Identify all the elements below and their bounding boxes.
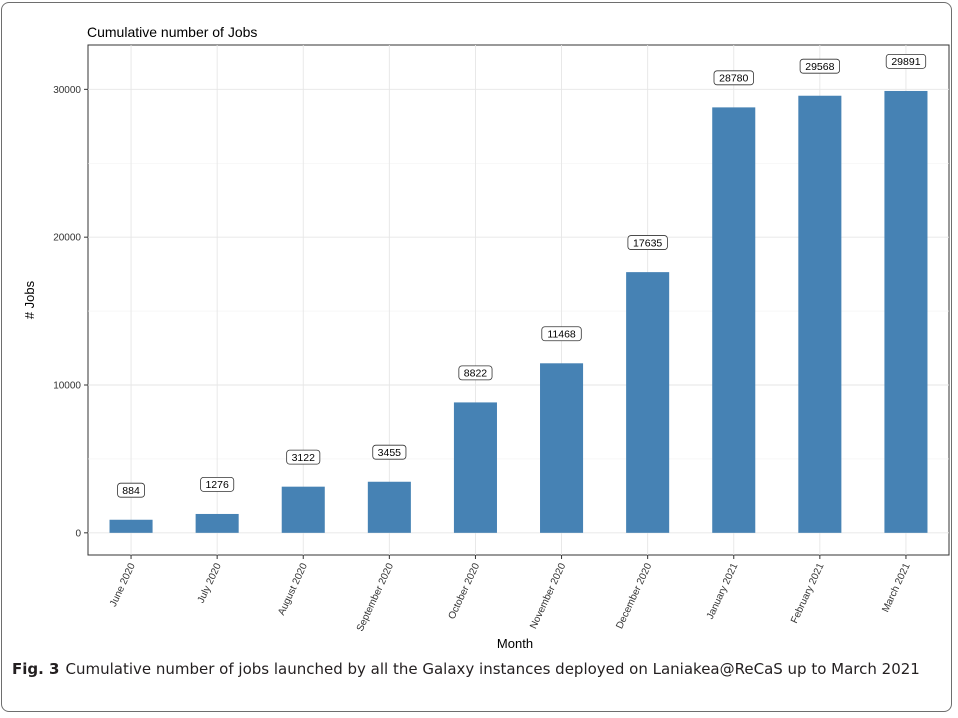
data-label-box bbox=[458, 365, 493, 381]
caption-label: Fig. 3 bbox=[12, 660, 60, 678]
data-label: 11468 bbox=[541, 326, 582, 342]
bar bbox=[195, 513, 239, 533]
y-axis: 0 10000 20000 30000 bbox=[53, 85, 88, 539]
y-tick-label: 30000 bbox=[53, 85, 81, 96]
bar bbox=[884, 90, 928, 533]
data-label-text: 1276 bbox=[205, 479, 229, 491]
x-axis-title: Month bbox=[497, 636, 533, 651]
data-label-box bbox=[885, 53, 927, 69]
data-label: 17635 bbox=[627, 235, 668, 250]
x-tick-label: March 2021 bbox=[880, 561, 912, 614]
y-tick-label: 10000 bbox=[53, 381, 81, 392]
x-tick-label: February 2021 bbox=[789, 561, 827, 625]
data-label-box bbox=[713, 70, 754, 86]
data-label: 28780 bbox=[713, 70, 754, 86]
data-label-text: 8822 bbox=[464, 368, 488, 380]
bar bbox=[281, 486, 325, 533]
data-label: 884 bbox=[117, 482, 145, 498]
x-tick-label: August 2020 bbox=[276, 561, 310, 617]
bar bbox=[109, 519, 153, 533]
data-label-box bbox=[372, 444, 407, 460]
x-tick-label: January 2021 bbox=[705, 561, 741, 621]
data-label-text: 11468 bbox=[547, 329, 576, 341]
x-axis: June 2020 July 2020 August 2020 September 2… bbox=[108, 555, 913, 633]
x-tick-label: September 2020 bbox=[355, 561, 396, 633]
data-label-box bbox=[200, 476, 235, 492]
data-label: 29568 bbox=[799, 58, 840, 74]
bar bbox=[798, 95, 842, 533]
data-label-text: 3455 bbox=[378, 447, 402, 459]
x-tick-label: December 2020 bbox=[614, 561, 654, 631]
bar-chart: Cumulative number of Jobs 884 1276 3122 345… bbox=[22, 24, 950, 651]
data-label-text: 17635 bbox=[633, 237, 662, 249]
data-label: 1276 bbox=[200, 476, 235, 492]
x-tick-label: July 2020 bbox=[196, 561, 224, 605]
chart-title: Cumulative number of Jobs bbox=[87, 24, 257, 40]
figure-caption: Fig. 3 Cumulative number of jobs launched… bbox=[12, 658, 942, 681]
bar bbox=[626, 272, 670, 533]
bar bbox=[540, 363, 584, 533]
data-label-box bbox=[627, 235, 668, 250]
data-label-text: 29568 bbox=[805, 61, 834, 73]
data-label-box bbox=[286, 449, 321, 465]
x-tick-label: June 2020 bbox=[108, 561, 138, 608]
data-label: 3122 bbox=[286, 449, 321, 465]
data-label-text: 29891 bbox=[891, 56, 920, 68]
data-label: 3455 bbox=[372, 444, 407, 460]
data-label: 8822 bbox=[458, 365, 493, 381]
data-label-text: 3122 bbox=[292, 452, 316, 464]
bar bbox=[367, 481, 411, 533]
data-label-text: 884 bbox=[122, 485, 140, 497]
data-label-box bbox=[541, 326, 582, 342]
data-label-box bbox=[799, 58, 840, 74]
x-tick-label: November 2020 bbox=[528, 561, 568, 631]
x-tick-label: October 2020 bbox=[447, 561, 483, 621]
data-label-text: 28780 bbox=[719, 73, 748, 85]
data-label: 29891 bbox=[885, 53, 927, 69]
data-label-box bbox=[117, 482, 145, 498]
y-tick-label: 0 bbox=[75, 528, 81, 539]
caption-text: Cumulative number of jobs launched by al… bbox=[65, 660, 920, 678]
bar bbox=[453, 402, 497, 533]
bars-layer bbox=[109, 90, 928, 533]
y-tick-label: 20000 bbox=[53, 233, 81, 244]
bar bbox=[712, 107, 756, 533]
data-labels-layer: 884 1276 3122 3455 8822 11468 17635 28780 29568 2… bbox=[117, 53, 927, 498]
y-axis-title: # Jobs bbox=[22, 280, 37, 319]
